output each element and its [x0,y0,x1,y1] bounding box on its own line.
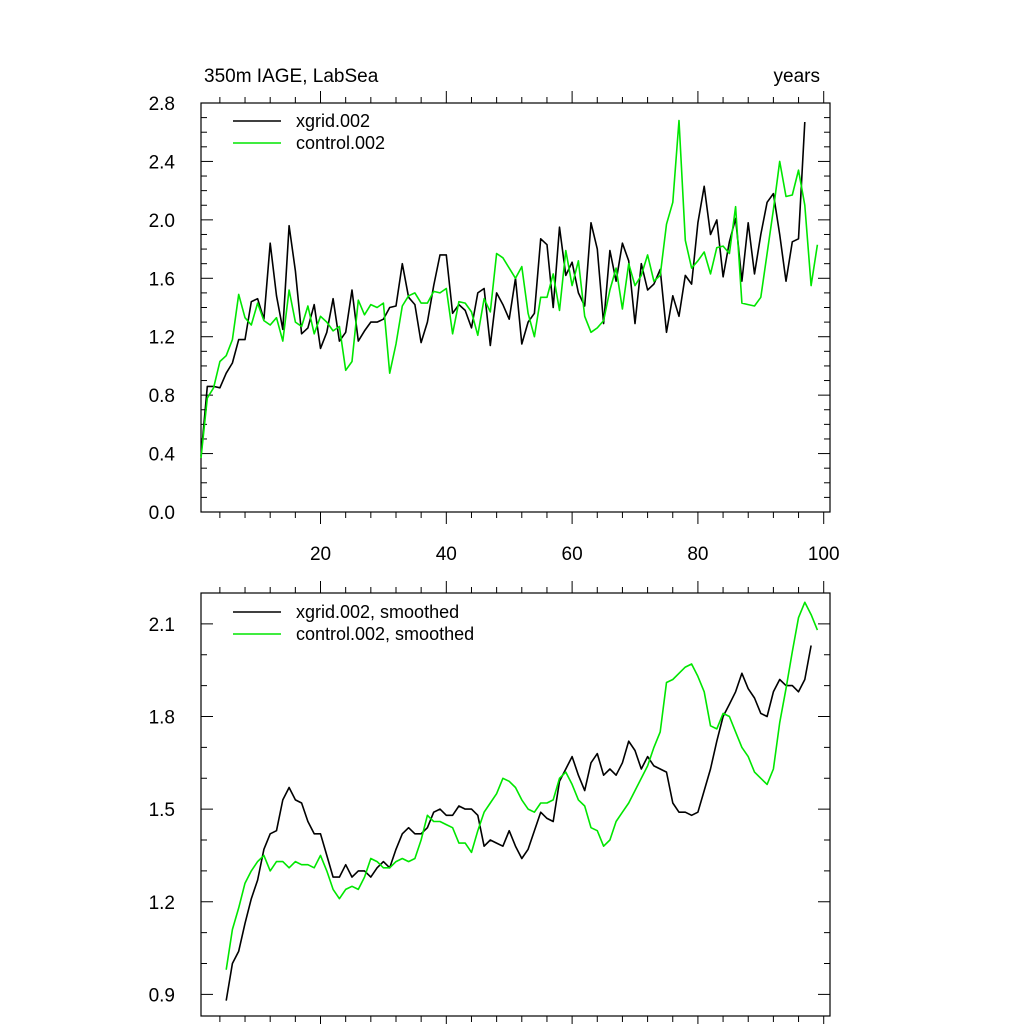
chart-panel-1: 20 40 60 80 100 0.0 0.4 0.8 1.2 1.6 2.0 2.4 2.8 xgrid… [149,91,840,565]
series-line-1 [225,645,812,1001]
y-tick-label: 1.2 [149,328,175,349]
x-tick-label: 60 [562,544,583,565]
y-tick-label: 0.4 [149,445,176,466]
chart-panel-2: 0.9 1.2 1.5 1.8 2.1 xgrid.002, smoothedcontro… [149,581,831,1024]
plot-frame [200,592,831,1017]
y-tick-label: 2.4 [149,152,176,173]
series-line-2 [200,119,819,459]
legend-label-1: xgrid.002 [296,111,370,131]
legend-label-1: xgrid.002, smoothed [296,602,459,622]
chart-title-right: years [773,66,820,87]
y-tick-label: 1.2 [149,893,175,914]
y-tick-label: 1.5 [149,800,175,821]
x-tick-label: 40 [436,544,457,565]
chart-title-left: 350m IAGE, LabSea [204,66,379,87]
x-tick-label: 100 [808,544,840,565]
y-tick-label: 2.0 [149,211,175,232]
legend-label-2: control.002, smoothed [296,624,474,644]
y-tick-label: 0.9 [149,985,175,1006]
series-line-2 [225,601,819,970]
y-tick-label: 0.0 [149,503,175,524]
y-tick-label: 2.8 [149,94,175,115]
y-tick-label: 2.1 [149,615,175,636]
y-tick-label: 1.8 [149,708,175,729]
x-tick-label: 80 [687,544,708,565]
y-tick-label: 0.8 [149,386,175,407]
x-tick-label: 20 [310,544,331,565]
y-tick-label: 1.6 [149,269,175,290]
legend-label-2: control.002 [296,133,385,153]
series-line-1 [200,121,806,457]
plot-frame [200,102,831,513]
